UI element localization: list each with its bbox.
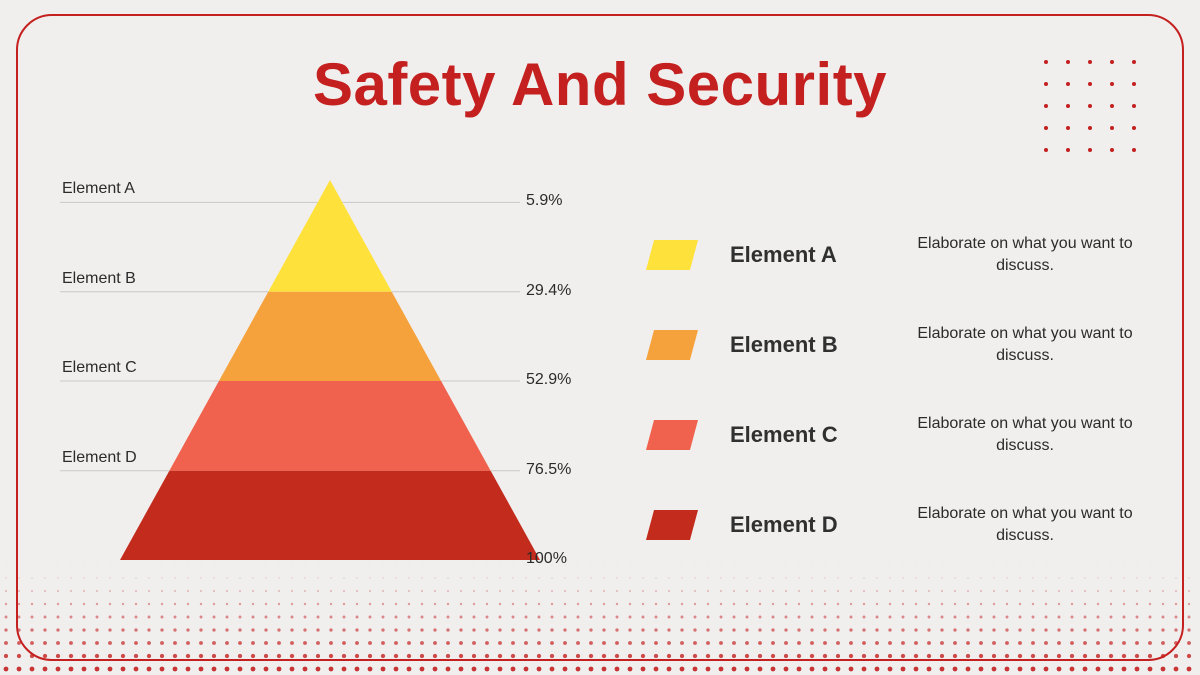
legend-desc-3: Elaborate on what you want to discuss. xyxy=(900,503,1160,546)
pyramid-band-1 xyxy=(219,292,441,381)
pyramid-left-label-1: Element B xyxy=(62,270,136,288)
legend-row-1: Element B Elaborate on what you want to … xyxy=(640,300,1160,390)
dot-grid-decoration xyxy=(1042,58,1152,168)
legend-swatch-0 xyxy=(646,240,698,270)
pyramid-left-label-2: Element C xyxy=(62,359,137,377)
pyramid-band-0 xyxy=(268,180,391,292)
legend-name-0: Element A xyxy=(730,242,900,268)
legend-desc-2: Elaborate on what you want to discuss. xyxy=(900,413,1160,456)
legend-name-1: Element B xyxy=(730,332,900,358)
pyramid-pct-label-1: 29.4% xyxy=(526,282,571,300)
legend-desc-1: Elaborate on what you want to discuss. xyxy=(900,323,1160,366)
pyramid-pct-label-base: 100% xyxy=(526,550,567,568)
pyramid-band-3 xyxy=(120,471,540,560)
pyramid-pct-label-0: 5.9% xyxy=(526,192,562,210)
legend: Element A Elaborate on what you want to … xyxy=(640,210,1160,570)
pyramid-chart: Element A Element B Element C Element D 5.9%… xyxy=(50,170,610,600)
legend-swatch-1 xyxy=(646,330,698,360)
legend-row-3: Element D Elaborate on what you want to … xyxy=(640,480,1160,570)
legend-swatch-3 xyxy=(646,510,698,540)
pyramid-pct-label-3: 76.5% xyxy=(526,461,571,479)
pyramid-left-label-0: Element A xyxy=(62,180,135,198)
legend-desc-0: Elaborate on what you want to discuss. xyxy=(900,233,1160,276)
legend-name-2: Element C xyxy=(730,422,900,448)
legend-row-2: Element C Elaborate on what you want to … xyxy=(640,390,1160,480)
legend-name-3: Element D xyxy=(730,512,900,538)
pyramid-left-label-3: Element D xyxy=(62,449,137,467)
legend-row-0: Element A Elaborate on what you want to … xyxy=(640,210,1160,300)
pyramid-pct-label-2: 52.9% xyxy=(526,371,571,389)
slide-title: Safety And Security xyxy=(0,50,1200,119)
pyramid-band-2 xyxy=(169,381,490,471)
legend-swatch-2 xyxy=(646,420,698,450)
